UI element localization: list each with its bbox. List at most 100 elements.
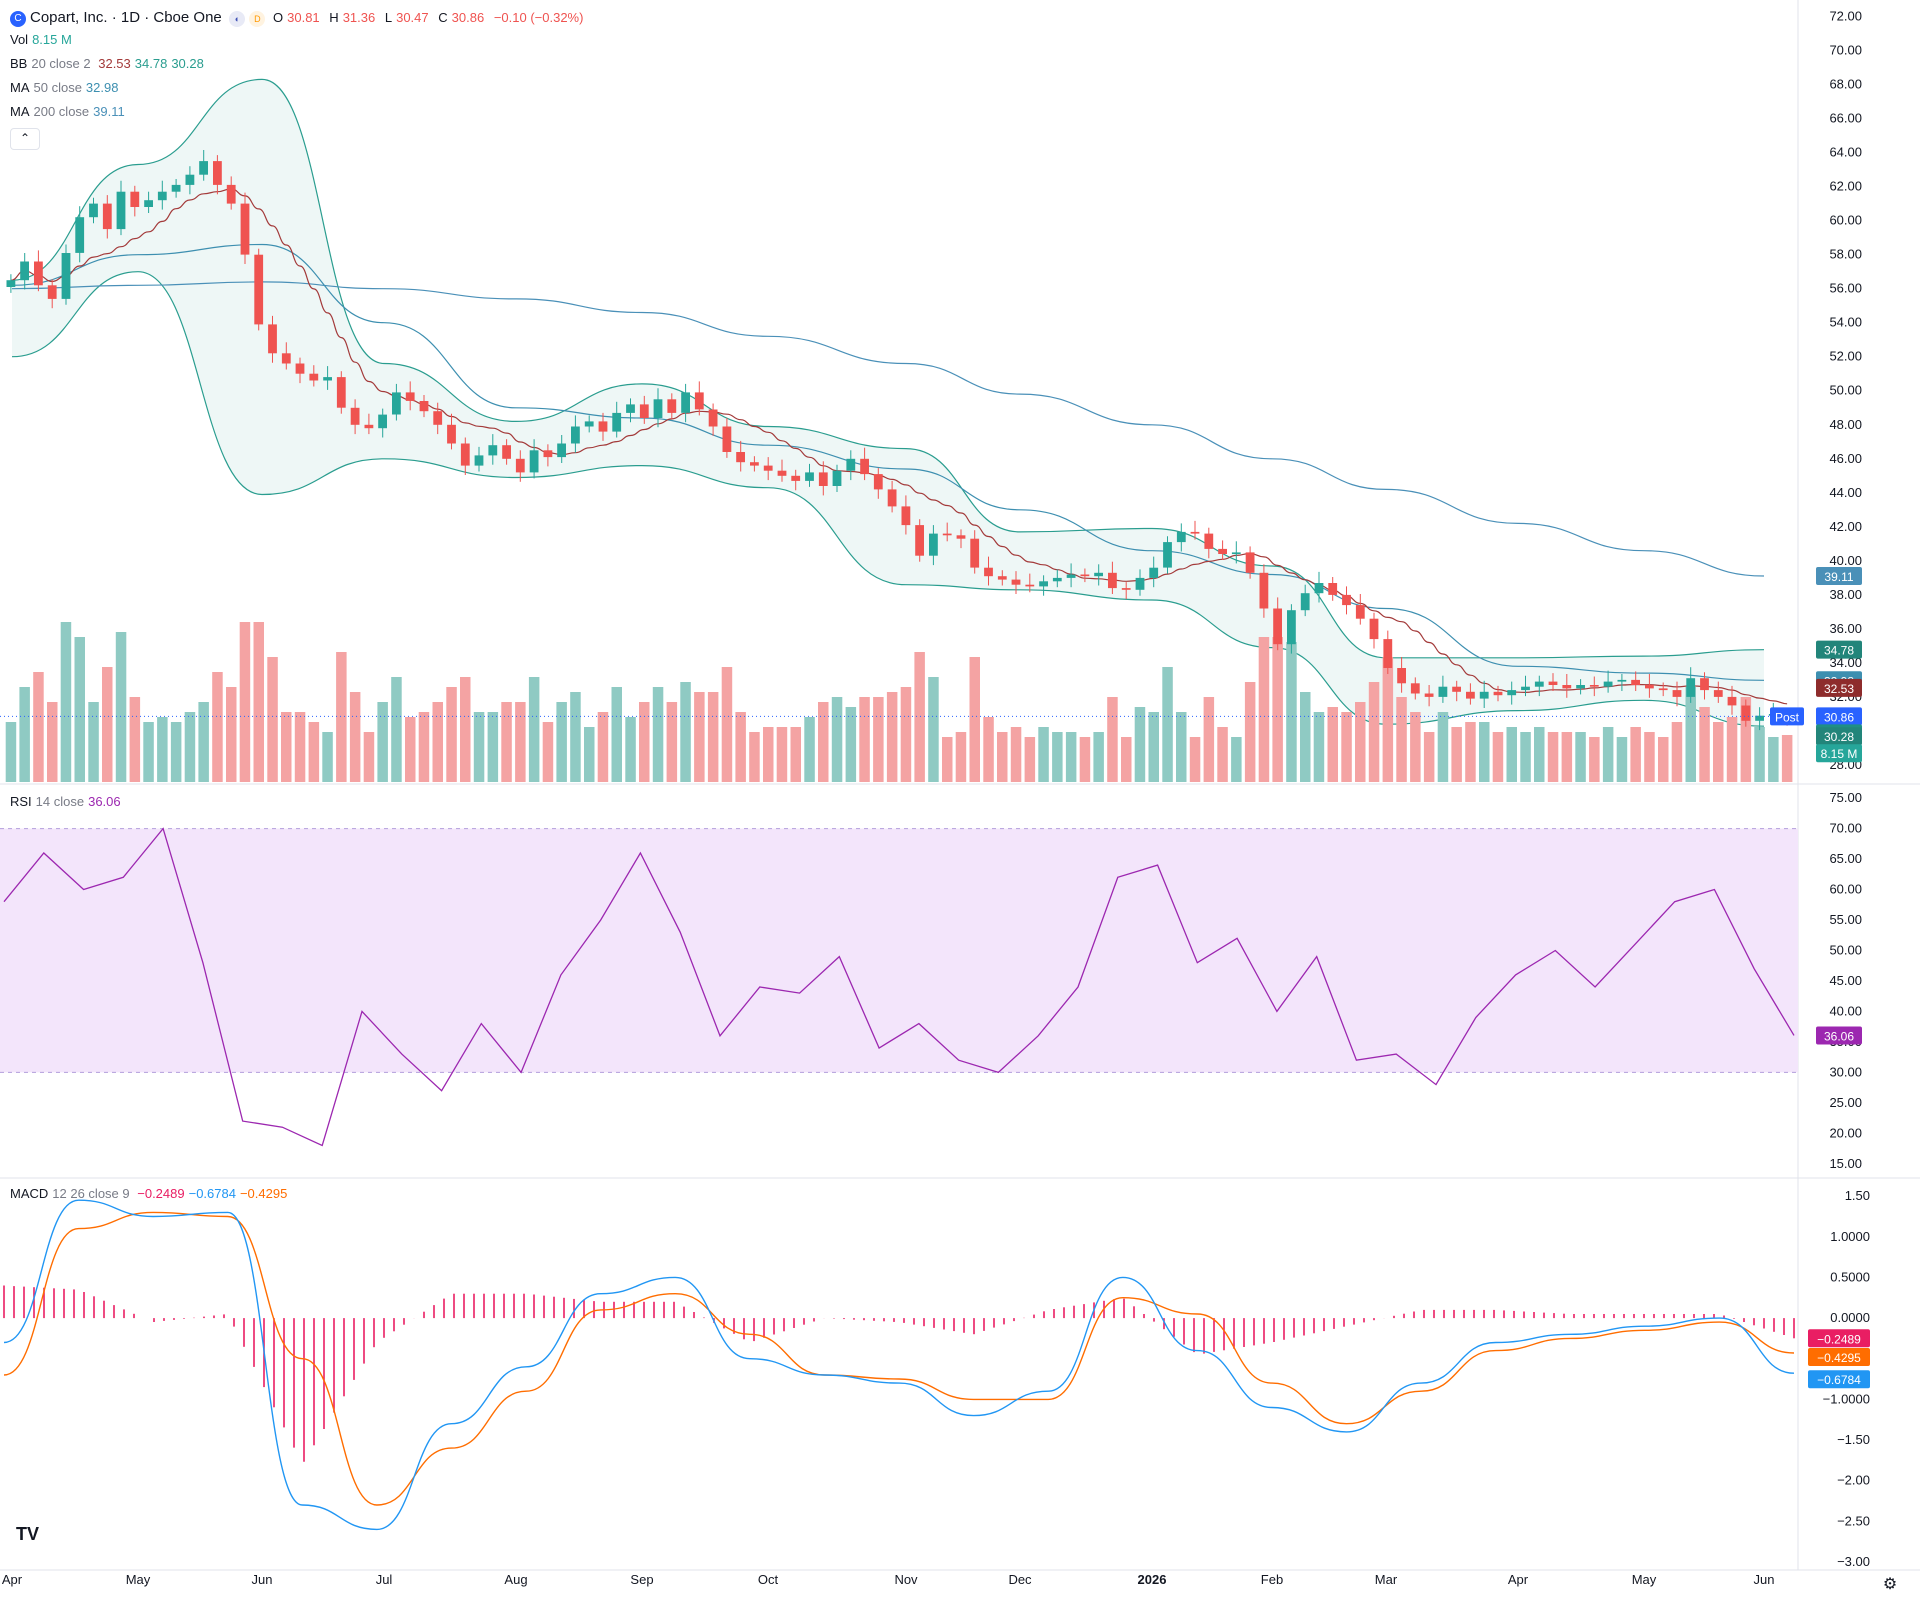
volume-bar <box>473 712 485 782</box>
candle-body <box>1190 531 1200 534</box>
ma200-line <box>11 281 1765 577</box>
volume-bar <box>1313 712 1325 782</box>
volume-bar <box>418 712 430 782</box>
candle-body <box>460 443 470 466</box>
ma50-params: 50 close <box>33 80 82 95</box>
bb-legend[interactable]: BB 20 close 2 32.53 34.78 30.28 <box>10 52 208 76</box>
rsi-tick-label: 75.00 <box>1829 790 1862 805</box>
volume-bar <box>1134 707 1146 782</box>
candle-body <box>667 399 677 413</box>
macd-tick-label: 0.0000 <box>1830 1310 1870 1325</box>
ma50-legend[interactable]: MA 50 close 32.98 <box>10 76 122 100</box>
symbol-legend: C Copart, Inc. · 1D · Cboe One ◐ D O 30.81 … <box>10 6 587 30</box>
volume-bar <box>1244 682 1256 782</box>
tradingview-logo[interactable]: TV <box>16 1524 40 1544</box>
candle-body <box>1534 681 1544 687</box>
volume-bar <box>336 652 347 782</box>
volume-bar <box>267 657 278 782</box>
candle-body <box>515 458 525 473</box>
candle-body <box>1066 574 1076 578</box>
candle-body <box>694 392 704 410</box>
rsi-tick-label: 40.00 <box>1829 1003 1862 1018</box>
volume-bar <box>1272 637 1283 782</box>
candle-body <box>1176 531 1186 543</box>
price-tick-label: 42.00 <box>1829 519 1862 534</box>
candle-body <box>199 161 208 175</box>
macd-legend[interactable]: MACD 12 26 close 9 −0.2489 −0.6784 −0.4295 <box>10 1182 291 1206</box>
candle-body <box>419 401 429 412</box>
volume-bar <box>611 687 622 782</box>
open-value: 30.81 <box>287 10 320 25</box>
time-label: Aug <box>504 1572 527 1587</box>
candle-body <box>144 200 153 207</box>
rsi-legend[interactable]: RSI 14 close 36.06 <box>10 790 125 814</box>
volume-bar <box>859 697 870 782</box>
candle-body <box>1521 686 1530 691</box>
candle-body <box>571 426 580 444</box>
bb-label: BB <box>10 56 28 71</box>
candle-body <box>708 409 718 427</box>
price-tick-label: 62.00 <box>1829 179 1862 194</box>
volume-bar <box>1410 712 1421 782</box>
candle-body <box>1300 593 1310 611</box>
candle-body <box>1052 577 1062 582</box>
vol-legend[interactable]: Vol 8.15 M <box>10 28 76 52</box>
ma200-price-badge: 39.11 <box>1824 570 1853 584</box>
volume-bar <box>1451 727 1462 782</box>
candle-body <box>653 399 663 418</box>
volume-bar <box>1437 712 1449 782</box>
volume-bar <box>845 707 857 782</box>
company-logo-icon: C <box>10 10 26 27</box>
volume-bar <box>804 717 815 782</box>
price-tick-label: 54.00 <box>1829 315 1862 330</box>
candle-body <box>1218 548 1227 554</box>
gear-icon[interactable]: ⚙ <box>1883 1576 1897 1593</box>
candle-body <box>130 191 140 207</box>
legend-collapse-button[interactable]: ⌃ <box>10 128 40 150</box>
volume-bar <box>1561 732 1573 782</box>
symbol-title[interactable]: Copart, Inc. · 1D · Cboe One <box>30 9 222 26</box>
time-label: Dec <box>1008 1572 1032 1587</box>
candle-body <box>681 392 690 413</box>
bb-params: 20 close 2 <box>31 56 91 71</box>
candle-body <box>791 475 801 481</box>
volume-bar <box>1231 737 1242 782</box>
change-value: −0.10 (−0.32%) <box>493 10 584 25</box>
candle-body <box>639 404 649 418</box>
candle-body <box>750 462 759 466</box>
volume-bar <box>776 727 788 782</box>
volume-bar <box>322 732 333 782</box>
candle-body <box>543 450 553 458</box>
volume-bar <box>1713 722 1724 782</box>
price-tick-label: 36.00 <box>1829 621 1862 636</box>
volume-bar <box>308 722 320 782</box>
bb-basis-price-badge: 32.53 <box>1824 682 1854 696</box>
volume-bar <box>1547 732 1559 782</box>
volume-bar <box>790 727 801 782</box>
volume-bar <box>1630 727 1641 782</box>
price-tick-label: 38.00 <box>1829 587 1862 602</box>
volume-bar <box>1658 737 1669 782</box>
candle-body <box>584 421 594 427</box>
open-label: O <box>273 10 284 25</box>
volume-badge: 8.15 M <box>1821 747 1858 761</box>
time-label: Jun <box>1754 1572 1775 1587</box>
vol-value: 8.15 M <box>32 32 72 47</box>
volume-bar <box>1217 727 1228 782</box>
candle-body <box>1700 678 1709 691</box>
candle-body <box>1589 685 1599 687</box>
candle-body <box>598 421 608 432</box>
candle-body <box>488 445 498 456</box>
volume-bar <box>184 712 196 782</box>
volume-bar <box>652 687 664 782</box>
rsi-tick-label: 70.00 <box>1829 821 1862 836</box>
ma200-legend[interactable]: MA 200 close 39.11 <box>10 100 129 124</box>
volume-bar <box>212 672 223 782</box>
price-tick-label: 72.00 <box>1829 9 1862 24</box>
volume-badge-bg <box>1816 744 1862 763</box>
volume-bar <box>1286 642 1297 782</box>
macd-tick-label: 0.5000 <box>1830 1269 1870 1284</box>
candle-body <box>1658 688 1668 691</box>
